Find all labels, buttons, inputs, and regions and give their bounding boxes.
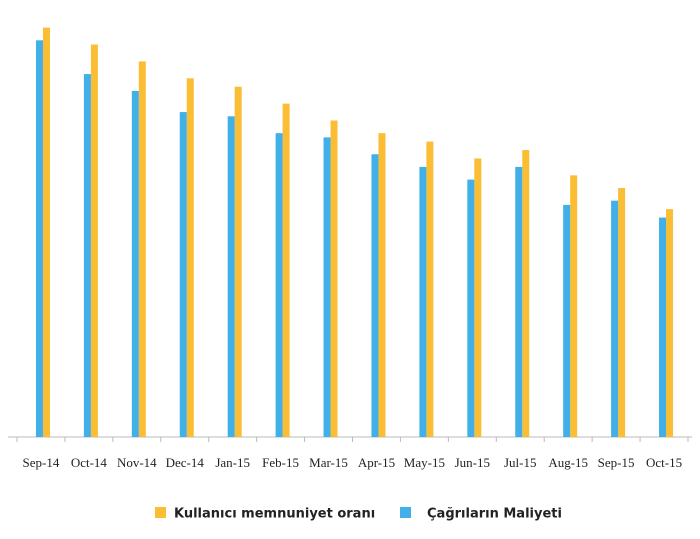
bar <box>131 90 139 438</box>
x-tick-label: Jun-15 <box>455 455 490 470</box>
bar <box>35 40 43 437</box>
bar <box>419 166 427 438</box>
bar <box>618 188 626 437</box>
bar <box>611 200 619 437</box>
x-tick-label: Apr-15 <box>358 455 395 470</box>
legend-label: Çağrıların Maliyeti <box>427 507 562 522</box>
x-tick-label: Sep-14 <box>23 455 60 470</box>
bar <box>42 27 50 437</box>
bar <box>563 204 571 437</box>
legend-swatch <box>155 507 166 518</box>
legend-label: Kullanıcı memnuniyet oranı <box>174 507 375 522</box>
legend-swatch <box>400 507 411 518</box>
bar <box>666 209 674 437</box>
bar <box>83 74 91 437</box>
bar <box>227 116 235 437</box>
x-tick-label: Oct-14 <box>71 455 108 470</box>
x-tick-label: Jul-15 <box>504 455 537 470</box>
x-tick-label: Jan-15 <box>215 455 250 470</box>
bar <box>426 141 434 437</box>
bar <box>282 103 290 438</box>
x-tick-label: Feb-15 <box>262 455 299 470</box>
bar <box>522 150 530 438</box>
bar <box>179 112 187 437</box>
x-tick-label: Aug-15 <box>548 455 588 470</box>
x-tick-label: May-15 <box>404 455 445 470</box>
x-tick-label: Nov-14 <box>117 455 157 470</box>
bar <box>371 154 379 437</box>
bar <box>275 133 283 437</box>
bar <box>186 78 194 438</box>
x-tick-label: Sep-15 <box>598 455 635 470</box>
bar <box>467 179 475 437</box>
bar <box>138 61 146 438</box>
bar <box>330 120 338 437</box>
bar <box>90 44 98 437</box>
bar <box>378 133 386 437</box>
bar <box>474 158 482 438</box>
bar <box>323 137 331 437</box>
bar <box>659 217 667 437</box>
x-tick-label: Mar-15 <box>309 455 348 470</box>
bar <box>515 166 523 438</box>
bar <box>234 86 242 438</box>
x-tick-label: Oct-15 <box>646 455 682 470</box>
x-tick-label: Dec-14 <box>166 455 205 470</box>
bar <box>570 175 578 438</box>
